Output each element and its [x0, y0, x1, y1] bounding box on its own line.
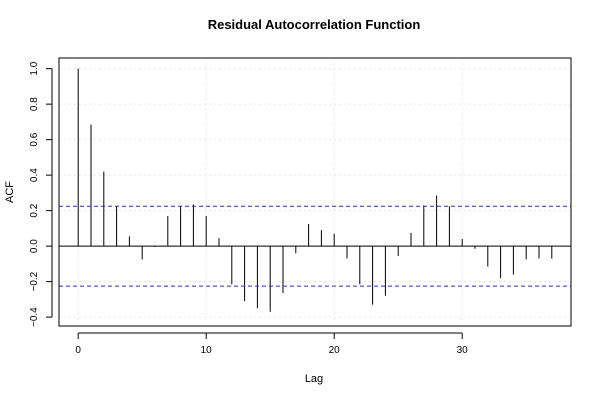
x-tick-label: 10: [201, 345, 213, 356]
y-axis-label: ACF: [4, 181, 16, 203]
x-tick-label: 30: [457, 345, 469, 356]
y-tick-label: 1.0: [29, 61, 40, 75]
chart-title: Residual Autocorrelation Function: [208, 17, 421, 32]
x-tick-label: 0: [75, 345, 81, 356]
y-tick-label: 0.4: [29, 168, 40, 182]
plot-frame: [58, 57, 572, 327]
x-tick-label: 20: [329, 345, 341, 356]
y-tick-label: −0.4: [29, 307, 40, 327]
confidence-bounds: [59, 205, 571, 287]
y-tick-label: 0.6: [29, 132, 40, 146]
y-tick-label: 0.2: [29, 203, 40, 217]
acf-bars: [59, 68, 571, 312]
y-tick-label: 0.8: [29, 97, 40, 111]
y-tick-label: 0.0: [29, 239, 40, 253]
x-axis-label: Lag: [305, 373, 323, 385]
axes: 0 10 20 30 −0.4 −0.2 0.0 0.2 0.4 0.6 0.8 1.0: [29, 61, 468, 356]
y-tick-label: −0.2: [29, 271, 40, 291]
